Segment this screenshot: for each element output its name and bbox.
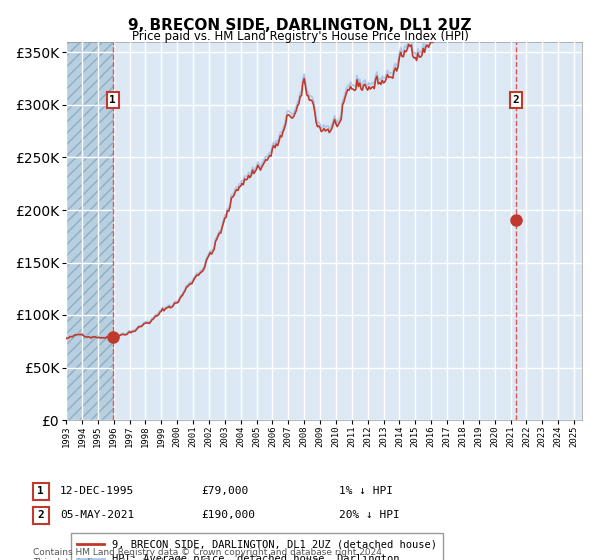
Text: £190,000: £190,000: [201, 510, 255, 520]
Text: 1: 1: [37, 486, 44, 496]
Text: 12-DEC-1995: 12-DEC-1995: [60, 486, 134, 496]
Text: 9, BRECON SIDE, DARLINGTON, DL1 2UZ: 9, BRECON SIDE, DARLINGTON, DL1 2UZ: [128, 18, 472, 33]
Text: Price paid vs. HM Land Registry's House Price Index (HPI): Price paid vs. HM Land Registry's House …: [131, 30, 469, 43]
Text: 2: 2: [37, 510, 44, 520]
Bar: [66, 42, 113, 420]
Text: 20% ↓ HPI: 20% ↓ HPI: [339, 510, 400, 520]
Text: 2: 2: [513, 95, 520, 105]
Bar: [66, 42, 113, 420]
Text: £79,000: £79,000: [201, 486, 248, 496]
Text: 1: 1: [109, 95, 116, 105]
Legend: 9, BRECON SIDE, DARLINGTON, DL1 2UZ (detached house), HPI: Average price, detach: 9, BRECON SIDE, DARLINGTON, DL1 2UZ (det…: [71, 533, 443, 560]
Text: 1% ↓ HPI: 1% ↓ HPI: [339, 486, 393, 496]
Text: 05-MAY-2021: 05-MAY-2021: [60, 510, 134, 520]
Text: Contains HM Land Registry data © Crown copyright and database right 2024.
This d: Contains HM Land Registry data © Crown c…: [33, 548, 385, 560]
